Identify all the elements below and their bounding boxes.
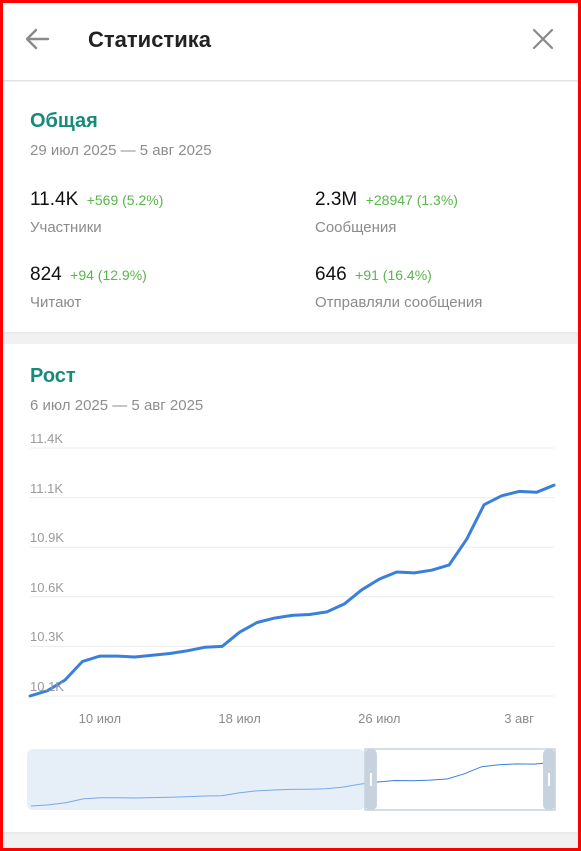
stat-value: 2.3M [315, 189, 358, 210]
x-tick-label: 3 авг [504, 711, 534, 726]
navigator-line [30, 762, 552, 807]
stat-delta: +94 (12.9%) [70, 267, 147, 283]
y-tick-label: 10.1K [30, 679, 64, 694]
stat-label: Читают [30, 294, 82, 311]
arrow-left-icon [24, 27, 50, 56]
growth-date-range: 6 июл 2025 — 5 авг 2025 [30, 397, 204, 414]
overview-title: Общая [30, 110, 98, 132]
navigator-window[interactable] [364, 748, 556, 811]
stat-senders: 646 +91 (16.4%) Отправляли сообщения [315, 264, 482, 311]
range-navigator[interactable] [3, 344, 578, 832]
stat-label: Сообщения [315, 219, 397, 236]
y-tick-label: 11.1K [30, 480, 64, 496]
y-tick-label: 10.3K [30, 629, 64, 645]
x-tick-label: 26 июл [358, 711, 401, 726]
stat-delta: +569 (5.2%) [86, 192, 164, 208]
close-button[interactable] [527, 25, 559, 57]
growth-title: Рост [30, 365, 76, 387]
stat-messages: 2.3M +28947 (1.3%) Сообщения [315, 189, 458, 236]
page-title: Статистика [88, 27, 211, 52]
stat-value: 824 [30, 264, 62, 285]
growth-chart[interactable] [3, 344, 578, 734]
close-icon [532, 28, 554, 55]
stat-members: 11.4K +569 (5.2%) Участники [30, 189, 163, 236]
stat-value: 646 [315, 264, 347, 285]
x-tick-label: 18 июл [218, 711, 261, 726]
y-tick-label: 11.4K [30, 431, 64, 446]
stat-label: Отправляли сообщения [315, 294, 483, 311]
stat-label: Участники [30, 219, 102, 236]
series-line [28, 483, 556, 698]
stat-delta: +28947 (1.3%) [365, 192, 458, 208]
stat-value: 11.4K [30, 189, 79, 210]
overview-card: Общая 29 июл 2025 — 5 авг 2025 11.4K +56… [3, 82, 578, 332]
back-button[interactable] [21, 25, 53, 57]
x-tick-label: 10 июл [78, 711, 122, 726]
header: Статистика [3, 3, 578, 81]
y-tick-label: 10.9K [30, 530, 64, 546]
navigator-dim-area [27, 749, 365, 810]
growth-card: Рост 6 июл 2025 — 5 авг 2025 11.4K 11.1K 1… [3, 344, 578, 832]
stat-delta: +91 (16.4%) [355, 267, 432, 283]
y-tick-label: 10.6K [30, 579, 64, 595]
overview-date-range: 29 июл 2025 — 5 авг 2025 [30, 142, 212, 159]
stat-readers: 824 +94 (12.9%) Читают [30, 264, 147, 311]
